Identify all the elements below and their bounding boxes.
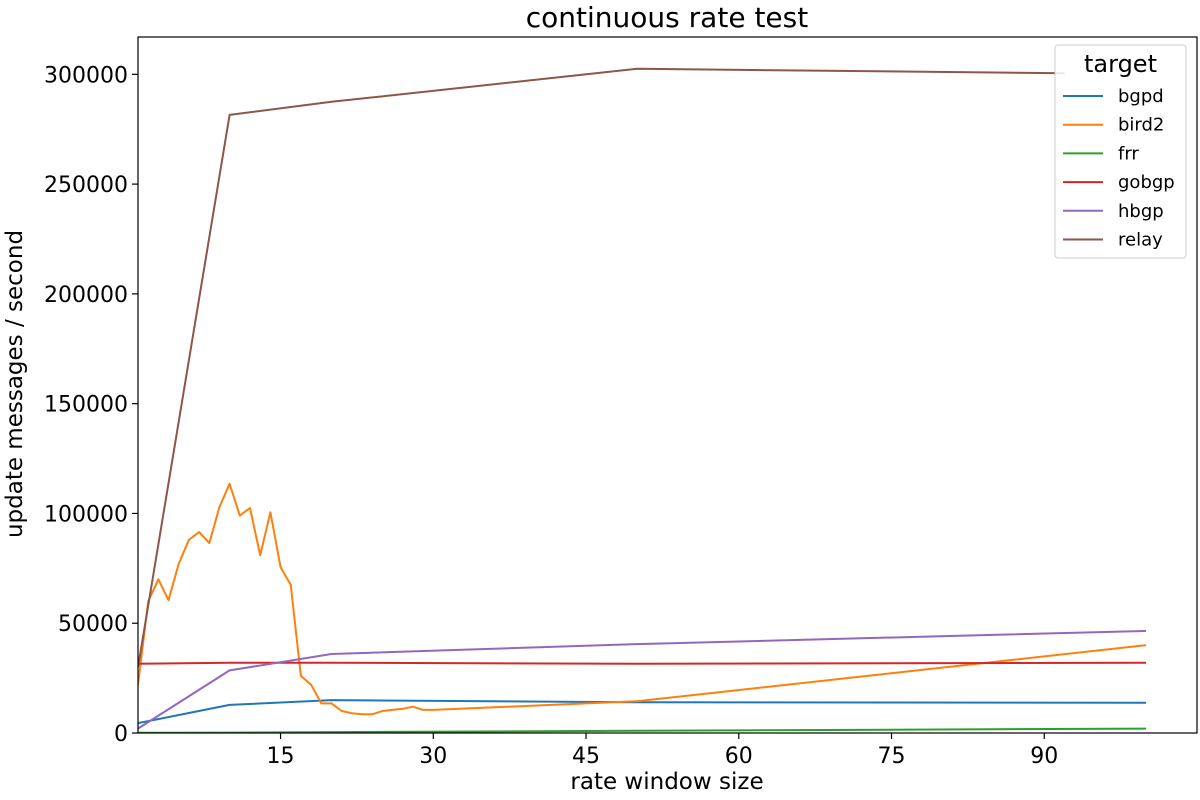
chart-title: continuous rate test [526, 1, 808, 34]
legend-label-frr: frr [1118, 143, 1139, 164]
legend-label-relay: relay [1118, 230, 1163, 251]
x-axis: 15 30 45 60 75 90 [267, 733, 1058, 769]
x-tick-label: 30 [419, 744, 447, 769]
y-tick-label: 0 [114, 722, 128, 747]
series-line-gobgp [138, 661, 1147, 665]
y-tick-label: 100000 [44, 502, 128, 527]
legend: target bgpd bird2 frr gobgp hbgp relay [1054, 44, 1187, 259]
x-tick-label: 90 [1030, 744, 1058, 769]
series-line-frr [138, 727, 1147, 733]
series-line-hbgp [138, 629, 1147, 730]
x-tick-label: 45 [572, 744, 600, 769]
x-tick-label: 15 [267, 744, 295, 769]
y-tick-label: 200000 [44, 283, 128, 308]
series-line-bgpd [138, 699, 1147, 725]
y-axis-label: update messages / second [2, 230, 28, 538]
x-tick-label: 75 [878, 744, 906, 769]
y-tick-label: 300000 [44, 63, 128, 88]
plot-lines [138, 67, 1147, 733]
plot-area-frame [137, 36, 1198, 734]
x-tick-label: 60 [725, 744, 753, 769]
legend-label-gobgp: gobgp [1118, 172, 1175, 193]
x-axis-label: rate window size [570, 769, 763, 795]
series-line-bird2 [138, 482, 1147, 716]
y-tick-label: 50000 [58, 612, 128, 637]
legend-box [1054, 44, 1187, 259]
legend-label-hbgp: hbgp [1118, 201, 1164, 222]
legend-label-bgpd: bgpd [1118, 86, 1164, 107]
y-axis: 0 50000 100000 150000 200000 250000 300000 [44, 63, 138, 747]
series-line-relay [138, 67, 1065, 668]
legend-title: target [1084, 50, 1157, 78]
legend-label-bird2: bird2 [1118, 115, 1164, 136]
y-tick-label: 250000 [44, 173, 128, 198]
y-tick-label: 150000 [44, 393, 128, 418]
